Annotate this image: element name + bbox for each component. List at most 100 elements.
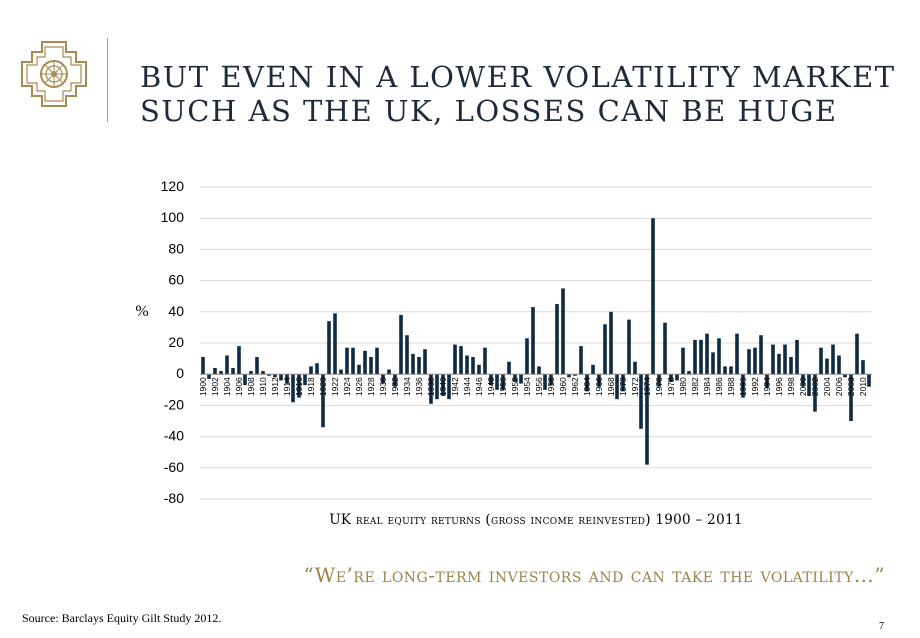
bar	[333, 313, 337, 375]
bar	[459, 346, 463, 375]
x-tick-label: 1914	[282, 377, 292, 396]
bar	[375, 347, 379, 375]
x-tick-label: 1964	[582, 377, 592, 396]
bar	[327, 321, 331, 375]
page-number: 7	[879, 621, 884, 632]
bar	[777, 353, 781, 375]
bar	[795, 339, 799, 375]
bar	[759, 335, 763, 375]
bar	[753, 347, 757, 375]
bar	[591, 364, 595, 375]
bar	[657, 374, 661, 387]
chart-title: UK real equity returns (gross income rei…	[329, 512, 742, 528]
bar	[531, 307, 535, 375]
bar	[567, 374, 571, 378]
bar	[339, 369, 343, 375]
x-tick-label: 1962	[570, 377, 580, 396]
bar	[855, 333, 859, 375]
bar	[627, 319, 631, 375]
bar	[699, 339, 703, 375]
bar	[237, 346, 241, 375]
bar	[603, 324, 607, 375]
slide-title: BUT EVEN IN A LOWER VOLATILITY MARKET SU…	[140, 60, 900, 128]
title-line-2: SUCH AS THE UK, LOSSES CAN BE HUGE	[140, 94, 838, 128]
bar	[813, 374, 817, 412]
bar	[729, 366, 733, 375]
bar	[417, 357, 421, 375]
x-tick-label: 1948	[486, 377, 496, 396]
bar	[537, 366, 541, 375]
bar	[201, 357, 205, 375]
bar	[273, 374, 277, 378]
x-tick-label: 1990	[738, 377, 748, 396]
bar	[525, 338, 529, 375]
bar	[393, 374, 397, 387]
bar	[255, 357, 259, 375]
x-tick-label: 1942	[450, 377, 460, 396]
x-tick-label: 1940	[438, 377, 448, 396]
x-tick-label: 1944	[462, 377, 472, 396]
bar	[441, 374, 445, 397]
bar-chart: 120 100 80 60 40 20 0 -20 -40 -60 -80% 1900 1902 1904…	[135, 178, 872, 528]
bar	[639, 374, 643, 429]
x-tick-label: 1960	[558, 377, 568, 396]
ornamental-logo	[21, 41, 87, 107]
bar	[225, 355, 229, 375]
x-tick-label: 1936	[414, 377, 424, 396]
y-tick-label: 80	[168, 240, 184, 256]
bar	[669, 374, 673, 382]
bar	[399, 314, 403, 375]
bar	[849, 374, 853, 421]
bar	[561, 288, 565, 375]
x-tick-label: 1970	[618, 377, 628, 396]
bar	[267, 374, 271, 376]
bar	[681, 347, 685, 375]
bar	[477, 364, 481, 375]
bar	[303, 374, 307, 386]
bar	[807, 374, 811, 397]
x-tick-label: 1986	[714, 377, 724, 396]
bar	[369, 357, 373, 375]
bar	[621, 374, 625, 392]
y-tick-label: 60	[168, 272, 184, 288]
bar	[315, 363, 319, 375]
y-tick-label: -20	[164, 396, 184, 412]
bar	[279, 374, 283, 381]
bar	[741, 374, 745, 398]
bar	[207, 374, 211, 379]
x-tick-label: 1994	[762, 377, 772, 396]
x-tick-label: 1918	[306, 377, 316, 396]
bar	[423, 349, 427, 375]
y-tick-label: -80	[164, 490, 184, 506]
bar	[747, 349, 751, 375]
x-tick-label: 1926	[354, 377, 364, 396]
x-tick-label: 1900	[198, 377, 208, 396]
x-tick-label: 2000	[798, 377, 808, 396]
x-tick-label: 1920	[318, 377, 328, 396]
bar	[321, 374, 325, 428]
bar	[825, 358, 829, 375]
x-tick-label: 1904	[222, 377, 232, 396]
bar	[837, 355, 841, 375]
bar	[495, 374, 499, 390]
bar	[549, 374, 553, 386]
bar	[435, 374, 439, 400]
bar	[411, 353, 415, 375]
bar	[465, 355, 469, 375]
x-tick-label: 1972	[630, 377, 640, 396]
x-tick-label: 1932	[390, 377, 400, 396]
bar	[573, 374, 577, 376]
x-tick-label: 1950	[498, 377, 508, 396]
investor-quote: “We’re long-term investors and can take …	[303, 563, 885, 587]
bar	[735, 333, 739, 375]
x-tick-label: 1982	[690, 377, 700, 396]
bar	[453, 344, 457, 375]
bar	[693, 339, 697, 375]
x-tick-label: 1956	[534, 377, 544, 396]
bar	[387, 369, 391, 375]
x-tick-label: 1924	[342, 377, 352, 396]
bar	[249, 371, 253, 375]
bar	[297, 374, 301, 398]
bar	[861, 360, 865, 375]
bar	[867, 374, 871, 387]
